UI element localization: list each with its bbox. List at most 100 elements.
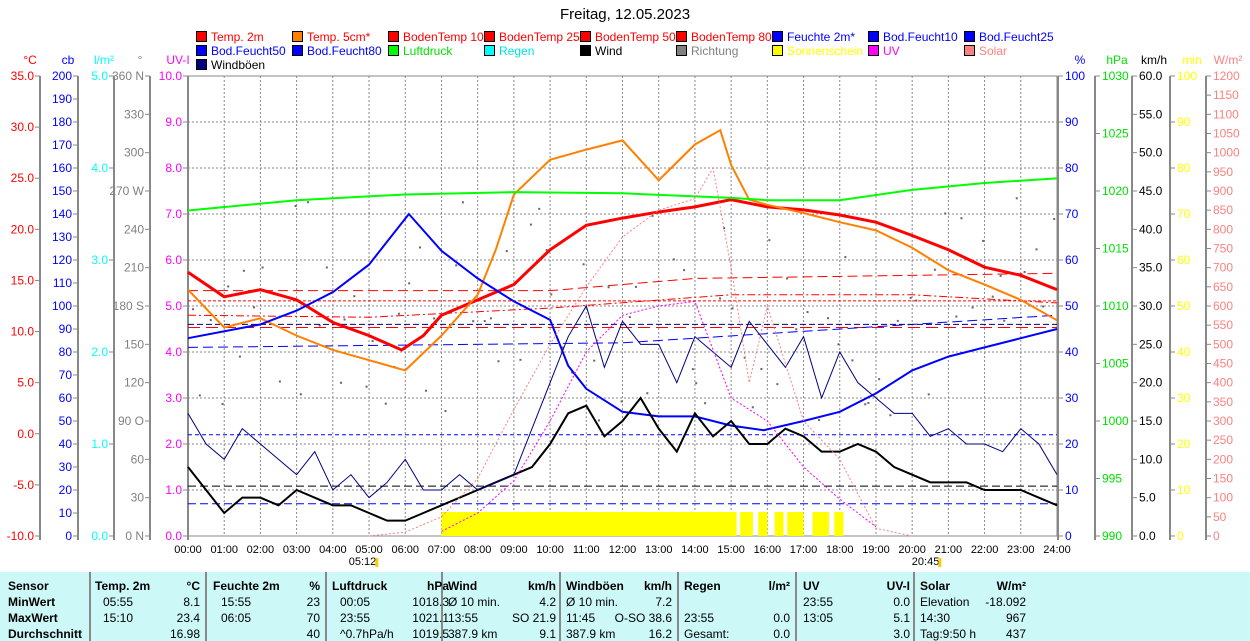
axis-tick-label-press: 990 [1102, 529, 1122, 543]
legend-swatch [196, 45, 207, 56]
x-tick-label: 24:00 [1043, 544, 1071, 556]
direction-dot [424, 389, 427, 392]
axis-tick-label-sun: 0 [1177, 529, 1184, 543]
direction-dot [651, 214, 654, 217]
direction-dot [242, 269, 245, 272]
direction-dot [837, 343, 840, 346]
legend-swatch [580, 45, 591, 56]
x-tick-label: 17:00 [790, 544, 818, 556]
axis-tick-label-hum: 20 [1065, 437, 1079, 451]
direction-dot [878, 378, 881, 381]
x-tick-label: 05:00 [355, 544, 383, 556]
legend-item: Richtung [676, 44, 738, 58]
legend-swatch [292, 31, 303, 42]
sunshine-bar [774, 512, 784, 536]
axis-tick-label-sun: 80 [1177, 161, 1191, 175]
axis-tick-label-wind: 50.0 [1139, 146, 1163, 160]
direction-dot [691, 368, 694, 371]
table-cell-value: 1021.1 [412, 611, 449, 625]
legend-swatch [676, 31, 687, 42]
x-tick-label: 18:00 [826, 544, 854, 556]
axis-tick-label-solar: 950 [1213, 165, 1233, 179]
direction-dot [397, 312, 400, 315]
direction-dot [538, 207, 541, 210]
legend-swatch [484, 31, 495, 42]
axis-tick-label-press: 1025 [1102, 127, 1129, 141]
direction-dot [806, 311, 809, 314]
legend-label: BodenTemp 25 [499, 30, 580, 44]
axis-tick-label-hum: 0 [1065, 529, 1072, 543]
legend-item: BodenTemp 80 [676, 30, 772, 44]
direction-dot [795, 328, 798, 331]
direction-dot [408, 282, 411, 285]
axis-tick-label-temp: -5.0 [13, 478, 34, 492]
axis-tick-label-uv: 8.0 [165, 161, 182, 175]
axis-tick-label-dir: 30 [131, 491, 145, 505]
legend-item: Solar [964, 44, 1007, 58]
axis-tick-label-dir: 270 W [109, 184, 144, 198]
x-tick-label: 23:00 [1007, 544, 1035, 556]
axis-tick-label-temp: 10.0 [11, 325, 35, 339]
direction-dot [325, 266, 328, 269]
direction-dot [489, 317, 492, 320]
legend-swatch [196, 59, 207, 70]
series-wind [187, 396, 1058, 522]
legend-label: Feuchte 2m* [787, 30, 856, 44]
legend-item: Temp. 5cm* [292, 30, 370, 44]
axis-tick-label-cb: 150 [52, 184, 72, 198]
legend-item: Feuchte 2m* [772, 30, 855, 44]
axis-tick-label-cb: 160 [52, 161, 72, 175]
legend-item: Sonnenschein [772, 44, 863, 58]
legend-label: BodenTemp 80 [691, 30, 772, 44]
table-separator [795, 572, 797, 641]
axis-tick-label-solar: 850 [1213, 203, 1233, 217]
legend-label: Bod.Feucht50 [211, 44, 286, 58]
legend-item: BodenTemp 10 [388, 30, 484, 44]
axis-tick-label-cb: 140 [52, 207, 72, 221]
direction-dot [261, 266, 264, 269]
direction-dot [550, 293, 553, 296]
direction-dot [433, 317, 436, 320]
axis-tick-label-dir: 210 [124, 261, 144, 275]
direction-dot [723, 227, 726, 230]
direction-dot [818, 419, 821, 422]
table-cell-time: 15:10 [103, 611, 134, 625]
axis-tick-label-press: 1000 [1102, 414, 1129, 428]
axis-tick-label-temp: 25.0 [11, 171, 35, 185]
axis-tick-label-press: 995 [1102, 472, 1122, 486]
axis-tick-label-hum: 30 [1065, 391, 1079, 405]
direction-dot [419, 246, 422, 249]
direction-dot [844, 256, 847, 259]
direction-dot [955, 315, 958, 318]
axis-tick-label-uv: 3.0 [165, 391, 182, 405]
axis-tick-label-uv: 5.0 [165, 299, 182, 313]
legend-swatch [484, 45, 495, 56]
legend-item: Luftdruck [388, 44, 452, 58]
x-tick-label: 16:00 [754, 544, 782, 556]
axis-tick-label-temp: 5.0 [17, 376, 34, 390]
direction-dot [253, 306, 256, 309]
direction-dot [597, 419, 600, 422]
axis-tick-label-dir: 0 N [125, 529, 144, 543]
axis-tick-label-uv: 6.0 [165, 253, 182, 267]
table-cell-value: 16.2 [648, 627, 672, 641]
direction-dot [483, 320, 486, 323]
table-cell-value: 437 [1005, 627, 1026, 641]
direction-dot [198, 394, 201, 397]
table-cell-value: 40 [306, 627, 320, 641]
legend-swatch [388, 31, 399, 42]
axis-tick-label-cb: 170 [52, 138, 72, 152]
axis-tick-label-wind: 60.0 [1139, 69, 1163, 83]
table-cell-value: 0.0 [773, 627, 790, 641]
direction-dot [909, 296, 912, 299]
axis-tick-label-hum: 80 [1065, 161, 1079, 175]
axis-tick-label-wind: 40.0 [1139, 222, 1163, 236]
table-header-unit: % [309, 579, 320, 593]
axis-tick-label-hum: 70 [1065, 207, 1079, 221]
legend-label: Temp. 2m [211, 30, 264, 44]
axis-tick-label-wind: 55.0 [1139, 107, 1163, 121]
direction-dot [278, 380, 281, 383]
direction-dot [971, 306, 974, 309]
direction-dot [472, 320, 475, 323]
